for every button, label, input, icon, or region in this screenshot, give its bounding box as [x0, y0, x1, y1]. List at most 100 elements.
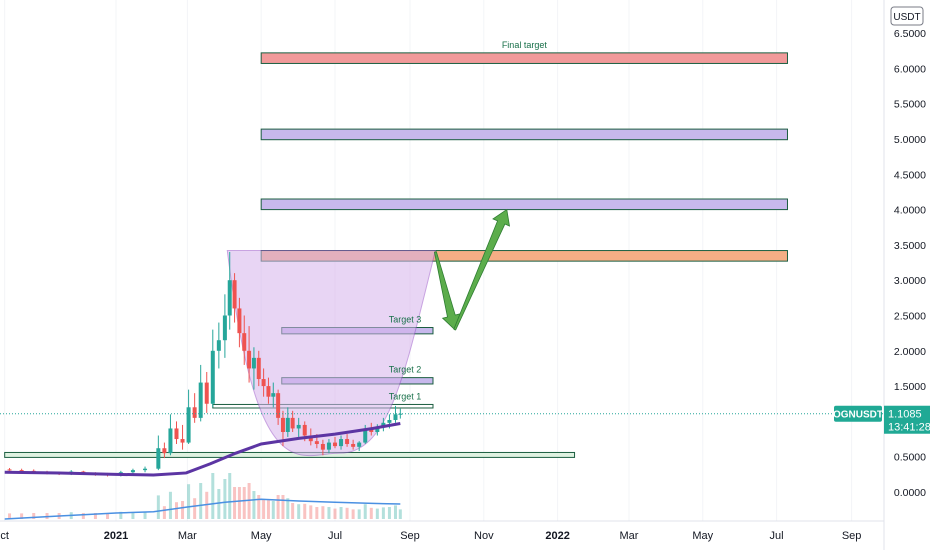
y-tick-label-2: 5.5000 — [894, 99, 926, 111]
x-tick-label-5: Sep — [400, 530, 420, 542]
target-zone-label-4: Target 3 — [389, 315, 422, 325]
volume-bar-39 — [303, 503, 307, 519]
volume-bar-38 — [297, 504, 301, 519]
candle-body-11 — [143, 468, 148, 471]
volume-average-line — [4, 498, 401, 520]
indicator-lines — [4, 422, 401, 520]
target-zone-0 — [260, 52, 788, 64]
symbol-label: OGNUSDT — [833, 410, 883, 421]
volume-bar-15 — [174, 502, 178, 519]
currency-badge[interactable]: USDT — [890, 6, 924, 26]
candle-body-24 — [227, 280, 232, 316]
candle-body-31 — [261, 379, 266, 387]
moving-average-line — [4, 422, 401, 477]
candle-body-51 — [375, 427, 380, 432]
volume-bar-14 — [168, 491, 172, 519]
volume-bar-27 — [242, 487, 246, 519]
candle-body-13 — [162, 448, 167, 454]
volume-bar-36 — [286, 498, 290, 519]
volume-bar-18 — [193, 498, 197, 519]
volume-bar-37 — [291, 503, 295, 519]
volume-bar-43 — [327, 507, 331, 519]
volume-bar-35 — [281, 495, 285, 519]
x-tick-label-11: Sep — [842, 530, 862, 542]
candle-body-21 — [210, 350, 215, 404]
projection-arrow-1 — [453, 208, 510, 331]
countdown-timer: 13:41:28 — [888, 422, 931, 434]
y-tick-label-4: 4.5000 — [894, 169, 926, 181]
candle-body-36 — [285, 417, 290, 432]
y-tick-label-5: 4.0000 — [894, 205, 926, 217]
candle-body-33 — [271, 393, 276, 397]
volume-bar-49 — [363, 504, 367, 519]
candle-body-55 — [398, 413, 403, 415]
y-tick-label-7: 3.0000 — [894, 275, 926, 287]
volume-bar-12 — [156, 495, 160, 519]
volume-bar-52 — [381, 507, 385, 519]
candle-body-52 — [381, 422, 386, 428]
axes — [0, 0, 885, 550]
currency-label: USDT — [893, 12, 920, 23]
projection-arrows — [433, 208, 510, 331]
candle-body-18 — [192, 407, 197, 418]
volume-bar-23 — [223, 479, 227, 519]
volume-bar-32 — [266, 500, 270, 519]
y-axis-ticks: 6.5000 6.0000 5.5000 5.0000 4.5000 4.0000 3.50… — [894, 28, 926, 499]
candle-body-26 — [237, 308, 242, 334]
symbol-badge — [834, 405, 882, 422]
candle-body-42 — [320, 443, 325, 450]
candle-body-23 — [222, 315, 227, 341]
volume-bar-8 — [106, 513, 110, 519]
volume-bar-1 — [20, 513, 24, 519]
candle-body-14 — [168, 428, 173, 454]
candle-body-28 — [247, 350, 252, 369]
candle-body-32 — [266, 386, 271, 397]
y-tick-label-1: 6.0000 — [894, 63, 926, 75]
candle-body-50 — [369, 429, 374, 432]
volume-bar-44 — [333, 508, 337, 519]
candle-body-25 — [232, 280, 237, 309]
candle-body-38 — [296, 424, 301, 429]
candle-body-35 — [280, 417, 285, 432]
volume-bar-40 — [309, 505, 313, 519]
y-tick-label-10: 1.5000 — [894, 381, 926, 393]
volume-bar-31 — [262, 499, 266, 519]
x-tick-label-8: Mar — [620, 530, 639, 542]
zone-labels: Final target Target 3 Target 2 Target 1 — [389, 40, 548, 402]
volume-bar-0 — [8, 513, 12, 519]
volume-bar-45 — [339, 507, 343, 519]
volume-bars — [8, 473, 402, 519]
volume-bar-34 — [276, 495, 280, 519]
volume-bar-9 — [119, 511, 123, 519]
volume-bar-16 — [181, 501, 185, 519]
volume-bar-20 — [205, 491, 209, 519]
x-tick-label-3: May — [251, 530, 272, 542]
candle-body-20 — [204, 382, 209, 404]
y-tick-label-9: 2.0000 — [894, 346, 926, 358]
volume-bar-46 — [345, 507, 349, 519]
y-tick-label-13: 0.0000 — [894, 487, 926, 499]
y-tick-label-0: 6.5000 — [894, 28, 926, 40]
last-price-value: 1.1085 — [888, 409, 922, 421]
volume-bar-21 — [211, 473, 215, 519]
price-value-badge — [884, 405, 930, 434]
volume-bar-26 — [237, 487, 241, 519]
volume-bar-54 — [393, 505, 397, 519]
candle-body-19 — [198, 382, 203, 418]
volume-bar-48 — [357, 509, 361, 519]
candle-body-48 — [357, 442, 362, 447]
y-tick-label-8: 2.5000 — [894, 311, 926, 323]
volume-bar-25 — [233, 487, 237, 519]
candle-body-29 — [251, 357, 256, 369]
candle-body-54 — [393, 414, 398, 420]
candle-body-47 — [351, 443, 356, 447]
volume-bar-47 — [351, 509, 355, 519]
volume-bar-41 — [315, 507, 319, 519]
x-tick-label-6: Nov — [474, 530, 494, 542]
target-zone-label-5: Target 2 — [389, 365, 422, 375]
volume-bar-42 — [321, 506, 325, 519]
candle-body-0 — [7, 469, 12, 471]
x-tick-label-0: ct — [0, 530, 9, 542]
candle-body-17 — [186, 407, 191, 443]
